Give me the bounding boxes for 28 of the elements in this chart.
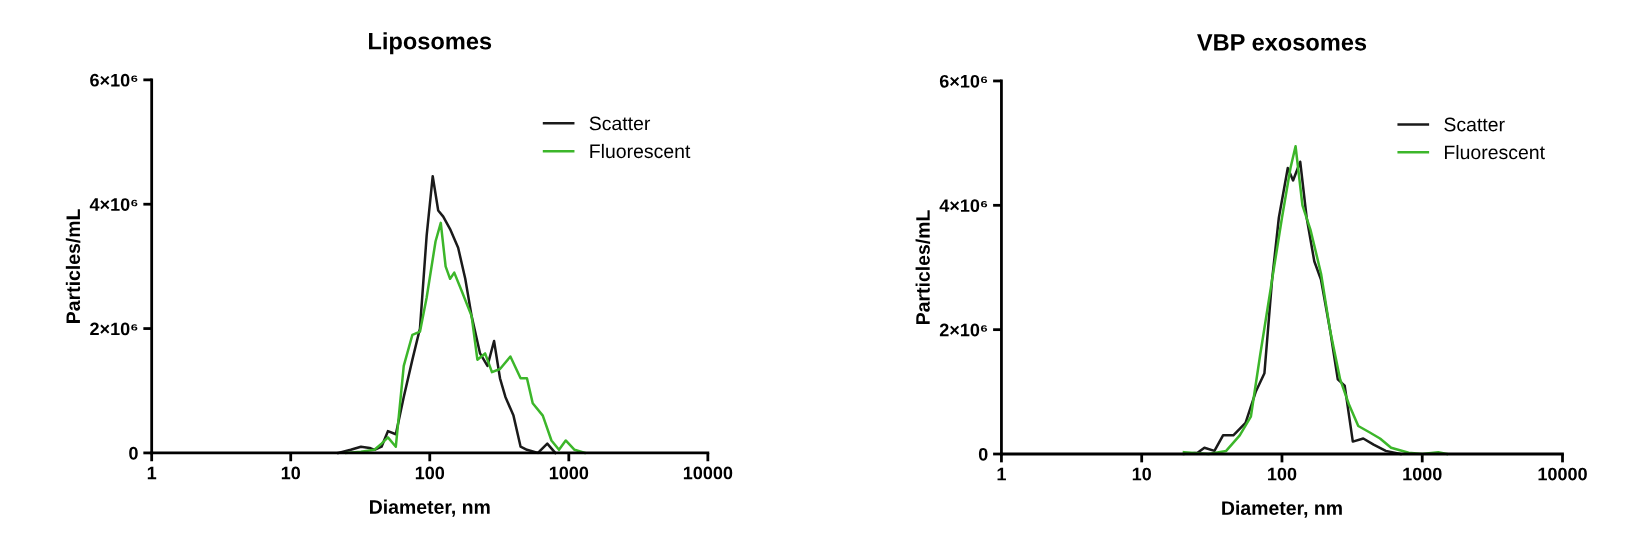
y-axis-title: Particles/mL [915,210,931,324]
y-tick-label: 4×10⁶ [939,199,988,213]
x-tick-label: 1000 [549,466,589,480]
legend-label: Scatter [1444,117,1505,132]
y-tick-label: 0 [978,447,988,461]
chart-title: VBP exosomes [1197,34,1367,51]
x-tick-label: 10000 [683,466,733,480]
x-tick-label: 1 [147,466,157,480]
chart-title: Liposomes [369,32,492,55]
y-tick-label: 6×10⁶ [939,74,988,88]
y-tick-label: 2×10⁶ [90,322,138,336]
x-tick-label: 10000 [1538,467,1587,481]
y-axis-title: Particles/mL [65,209,81,323]
x-tick-label: 10 [281,466,301,480]
x-axis-title: Diameter, nm [1222,500,1342,518]
x-tick-label: 1 [997,467,1006,481]
legend-label: Fluorescent [590,143,691,159]
x-axis-title: Diameter, nm [370,499,490,517]
x-tick-label: 10 [1132,467,1151,481]
y-tick-label: 0 [129,446,138,460]
y-tick-label: 6×10⁶ [90,73,138,87]
x-tick-label: 1000 [1403,467,1442,481]
legend-label: Scatter [589,116,651,131]
y-tick-label: 4×10⁶ [89,198,138,211]
y-tick-label: 2×10⁶ [939,323,988,337]
x-tick-label: 100 [1268,467,1297,481]
x-tick-label: 100 [415,466,445,480]
legend-label: Fluorescent [1445,144,1545,160]
